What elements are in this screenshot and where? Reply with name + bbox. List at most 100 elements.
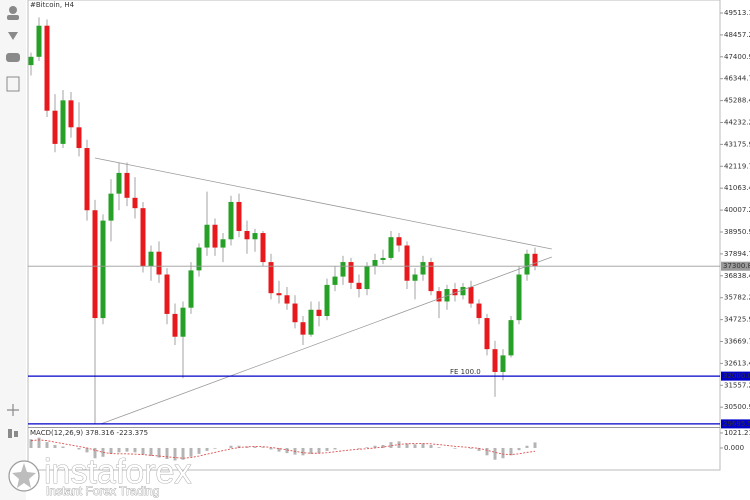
macd-bar [261, 447, 265, 448]
y-tick-label: 44232.20 [724, 118, 750, 126]
macd-bar [309, 447, 313, 454]
candle-icon[interactable] [14, 431, 18, 437]
candle-body [28, 56, 34, 66]
candle-body [188, 270, 194, 308]
candle-body [500, 355, 506, 372]
macd-bar [237, 445, 241, 448]
candle-body [268, 262, 274, 294]
price-label: 32000.00 [723, 372, 750, 380]
watermark: instaforex Instant Forex Trading [8, 453, 192, 499]
macd-bar [533, 442, 537, 448]
candle-body [116, 172, 122, 194]
candle-body [228, 201, 234, 240]
macd-bar [325, 447, 329, 451]
candle-body [404, 245, 410, 281]
doc-icon[interactable] [6, 76, 20, 92]
candle-body [332, 276, 338, 285]
candle-body [124, 172, 130, 198]
candle-body [276, 293, 282, 296]
macd-bar [53, 445, 57, 448]
toolbar [0, 0, 26, 500]
y-tick-label: 49513.15 [724, 9, 750, 17]
candle-body [300, 322, 306, 335]
candle-body [180, 307, 186, 337]
macd-bar [37, 437, 41, 448]
macd-bar [205, 447, 209, 451]
macd-bar [125, 447, 129, 452]
macd-bar [197, 447, 201, 454]
candle-body [348, 262, 354, 283]
candle-body [308, 309, 314, 335]
candle-body [476, 303, 482, 319]
user-icon[interactable] [9, 6, 17, 14]
candle-body [444, 289, 450, 302]
macd-bar [85, 447, 89, 453]
trendline [100, 256, 552, 425]
candle-body [236, 201, 242, 231]
price-label-box [721, 419, 750, 429]
candle-body [204, 224, 210, 248]
candle-body [100, 220, 106, 319]
macd-bar [157, 447, 161, 458]
price-line-annotation: FE 100.0 [450, 368, 481, 376]
candle-body [524, 253, 530, 275]
price-label-box [721, 371, 750, 381]
macd-bar [45, 442, 49, 448]
macd-bar [453, 447, 457, 449]
macd-tick-label: 1021.213 [724, 429, 750, 437]
y-tick-label: 46344.70 [724, 75, 750, 83]
candle-body [532, 253, 538, 267]
macd-bar [141, 447, 145, 455]
candle-body [316, 309, 322, 316]
macd-tick-label: 0.000 [724, 444, 744, 452]
toolbar-icons [6, 6, 20, 438]
signal-icon[interactable] [8, 32, 18, 40]
candle-body [260, 233, 266, 263]
candle-body [420, 262, 426, 275]
candle-body [44, 25, 50, 111]
price-label-box [721, 261, 750, 271]
candle-body [220, 239, 226, 248]
macd-bar [285, 447, 289, 454]
chat-icon[interactable] [6, 53, 20, 62]
macd-bar [165, 447, 169, 459]
macd-bar [253, 446, 257, 448]
candle-body [388, 237, 394, 258]
y-tick-label: 42119.70 [724, 162, 750, 170]
candle-body [412, 274, 418, 281]
candle-body [196, 247, 202, 271]
macd-bar [269, 447, 273, 450]
y-tick-label: 41063.45 [724, 184, 750, 192]
y-tick-label: 36838.45 [724, 272, 750, 280]
candle-body [148, 251, 154, 267]
candle-body [156, 251, 162, 275]
candle-body [484, 318, 490, 350]
macd-bar [117, 447, 121, 453]
macd-bar [525, 445, 529, 448]
y-tick-label: 31557.20 [724, 381, 750, 389]
y-tick-label: 35782.20 [724, 294, 750, 302]
macd-bar [109, 447, 113, 454]
candle-body [508, 320, 514, 356]
macd-bar [469, 447, 473, 449]
macd-bar [429, 445, 433, 448]
candle-body [92, 210, 98, 319]
cross-icon[interactable] [7, 404, 19, 416]
candle-body [68, 100, 74, 128]
user-icon-body [7, 15, 19, 20]
y-tick-label: 38950.95 [724, 228, 750, 236]
macd-bar [61, 446, 65, 448]
macd-bar [437, 447, 441, 448]
y-tick-label: 45288.45 [724, 97, 750, 105]
candle-body [84, 148, 90, 211]
macd-bar [413, 444, 417, 448]
candle-body [356, 282, 362, 290]
macd-bar [477, 447, 481, 451]
watermark-logo-star [12, 463, 36, 488]
candle-body [172, 313, 178, 337]
macd-bar [149, 447, 153, 457]
candle-icon[interactable] [8, 429, 12, 438]
macd-bar [277, 447, 281, 452]
